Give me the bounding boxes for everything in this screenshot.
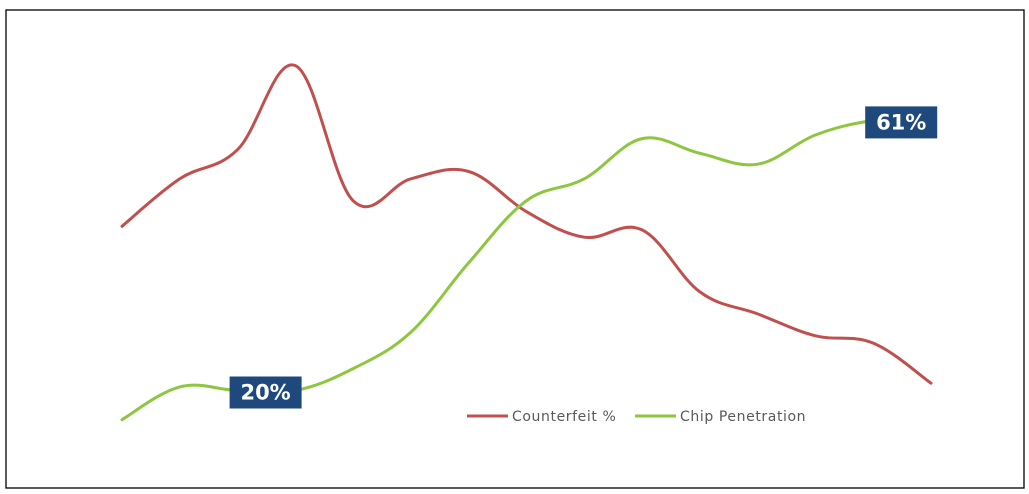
legend-label-chip-penetration: Chip Penetration bbox=[680, 409, 806, 425]
legend-label-counterfeit: Counterfeit % bbox=[512, 409, 616, 425]
callout-label: 20% bbox=[229, 376, 302, 409]
callout-box bbox=[229, 376, 302, 409]
callout-label: 61% bbox=[865, 106, 938, 139]
chart-border bbox=[5, 9, 1025, 489]
callout-text: 20% bbox=[240, 381, 290, 405]
series-line-counterfeit bbox=[120, 63, 933, 385]
legend: Counterfeit % Chip Penetration bbox=[467, 409, 806, 425]
callout-layer: 20% 61% bbox=[229, 106, 938, 409]
callout-box bbox=[865, 106, 938, 139]
callout-text: 61% bbox=[876, 110, 926, 134]
